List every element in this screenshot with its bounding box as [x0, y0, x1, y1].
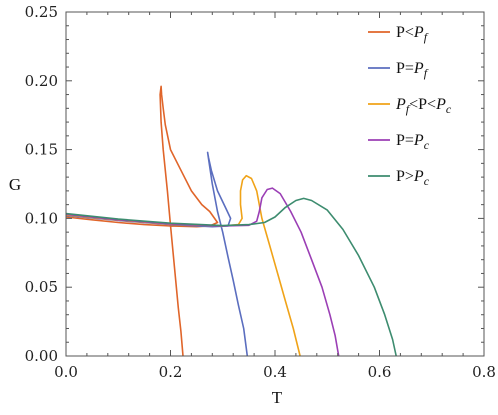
legend-item: P=Pf — [368, 60, 429, 80]
legend-label: P=Pf — [396, 60, 429, 80]
series-line-2 — [65, 151, 249, 357]
legend-item: P<Pf — [368, 24, 429, 44]
x-tick-label: 0.2 — [159, 363, 183, 381]
legend-item: Pf<P<Pc — [368, 96, 452, 116]
x-tick-label: 0.8 — [472, 363, 496, 381]
legend-label: P=Pc — [396, 132, 430, 152]
y-tick-label: 0.20 — [25, 72, 58, 90]
y-tick-label: 0.00 — [25, 347, 58, 365]
y-tick-label: 0.05 — [25, 278, 58, 296]
series-line-1 — [65, 85, 219, 357]
ticks-layer: 0.0 0.2 0.4 0.6 0.8 0.00 0.05 0.10 0.15 0.20 0.25 — [25, 3, 496, 381]
x-tick-label: 0.6 — [368, 363, 392, 381]
x-tick-label: 0.0 — [54, 363, 78, 381]
y-axis-label: G — [9, 175, 21, 194]
legend-label: Pf<P<Pc — [395, 96, 452, 116]
legend-item: P>Pc — [368, 168, 430, 188]
legend-label: P>Pc — [396, 168, 430, 188]
y-tick-label: 0.25 — [25, 3, 58, 21]
legend-label: P<Pf — [396, 24, 429, 44]
x-tick-label: 0.4 — [263, 363, 287, 381]
series-line-5 — [65, 197, 397, 357]
y-tick-label: 0.15 — [25, 141, 58, 159]
legend: P<Pf P=Pf Pf<P<Pc P=Pc P>Pc — [368, 24, 452, 188]
series-layer — [65, 85, 397, 357]
legend-item: P=Pc — [368, 132, 430, 152]
y-tick-label: 0.10 — [25, 209, 58, 227]
x-axis-label: T — [272, 388, 283, 407]
